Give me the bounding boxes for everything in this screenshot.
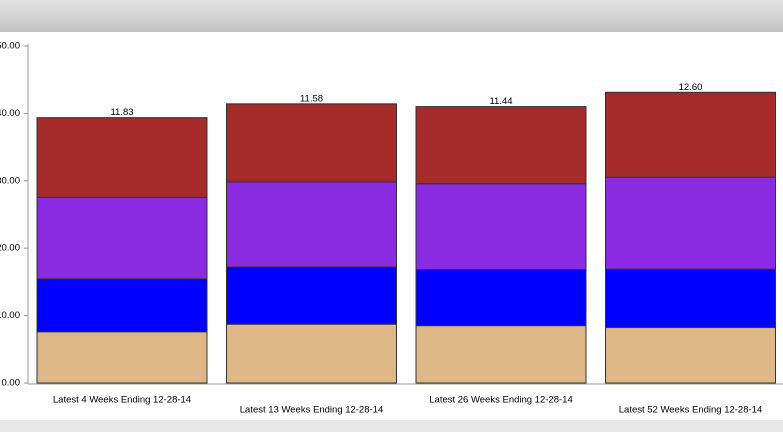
x-tick-label: Latest 13 Weeks Ending 12-28-14 — [240, 405, 383, 416]
x-tick-label: Latest 26 Weeks Ending 12-28-14 — [429, 395, 572, 406]
bar-segment — [415, 268, 587, 327]
x-tick-label: Latest 52 Weeks Ending 12-28-14 — [619, 405, 762, 416]
bar-segment — [605, 91, 776, 178]
bar-segment — [605, 176, 776, 270]
value-label: 11.44 — [489, 96, 512, 107]
bar-segment — [36, 117, 208, 198]
x-tick-label: Latest 4 Weeks Ending 12-28-14 — [53, 395, 191, 406]
bar-segment — [605, 268, 776, 329]
bar-segment — [226, 323, 397, 384]
y-tick-label: 0.00 — [2, 378, 21, 389]
bar-segment — [36, 278, 208, 333]
y-tick-label: 30.00 — [0, 175, 20, 186]
bar-segment — [36, 196, 208, 280]
bar-segment — [605, 327, 776, 384]
value-label: 11.58 — [300, 93, 323, 104]
value-label: 12.60 — [679, 82, 703, 93]
header-bar — [0, 0, 783, 32]
footer-bar — [0, 420, 783, 432]
y-tick-label: 40.00 — [0, 108, 20, 119]
bar-segment — [36, 331, 208, 384]
bar-segment — [415, 183, 587, 270]
value-label: 11.83 — [110, 107, 133, 118]
bar-segment — [226, 266, 397, 325]
y-tick-label: 20.00 — [0, 243, 20, 254]
y-tick-label: 10.00 — [0, 310, 20, 321]
bar-segment — [226, 181, 397, 268]
bar-segment — [226, 103, 397, 183]
bar-segment — [415, 106, 587, 185]
bar-segment — [415, 325, 587, 384]
y-tick-label: 50.00 — [0, 41, 20, 52]
